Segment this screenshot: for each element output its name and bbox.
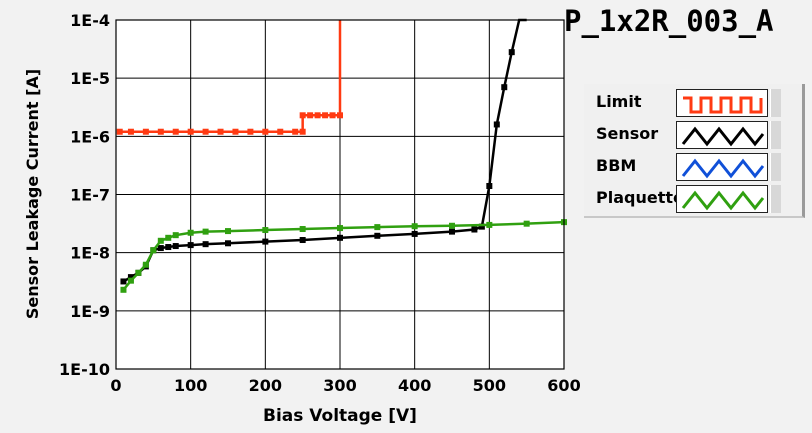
plaquette-data-point — [202, 228, 209, 235]
chart-title: P_1x2R_003_A — [564, 4, 774, 38]
sensor-data-point — [486, 183, 493, 190]
plaquette-data-point — [150, 247, 157, 254]
y-tick-label: 1E-6 — [70, 127, 110, 146]
limit-data-point — [217, 128, 224, 135]
limit-data-point — [299, 112, 306, 119]
sensor-data-point — [187, 242, 194, 249]
plaquette-data-point — [172, 232, 179, 239]
bbm-line-swatch[interactable] — [676, 153, 768, 181]
limit-data-point — [127, 128, 134, 135]
plaquette-data-point — [142, 261, 149, 268]
y-tick-label: 1E-8 — [70, 244, 110, 263]
plaquette-line-swatch[interactable] — [676, 185, 768, 213]
sensor-data-point — [337, 234, 343, 241]
x-tick-label: 600 — [547, 376, 580, 395]
plaquette-data-point — [486, 221, 493, 228]
limit-data-point — [307, 112, 314, 119]
plaquette-data-point — [120, 286, 127, 293]
sensor-data-point — [411, 230, 418, 237]
sensor-data-point — [172, 243, 179, 250]
x-tick-label: 200 — [249, 376, 282, 395]
sensor-data-point — [493, 121, 500, 128]
legend-item-plaquette[interactable]: Plaquette — [584, 184, 794, 214]
x-tick-label: 0 — [110, 376, 121, 395]
limit-line-swatch[interactable] — [676, 89, 768, 117]
limit-data-point — [299, 128, 306, 135]
sensor-data-point — [165, 244, 172, 251]
legend-scroll-button[interactable] — [770, 121, 781, 149]
plaquette-data-point — [187, 229, 194, 236]
plaquette-data-point — [337, 225, 343, 232]
plaquette-data-point — [449, 222, 455, 229]
sensor-data-point — [202, 241, 209, 248]
legend-label: BBM — [596, 156, 637, 175]
plaquette-data-point — [262, 227, 269, 234]
sensor-data-point — [449, 228, 455, 235]
legend-label: Limit — [596, 92, 642, 111]
plaquette-data-point — [225, 228, 231, 235]
limit-data-point — [142, 128, 149, 135]
y-tick-label: 1E-9 — [70, 302, 110, 321]
limit-data-point — [187, 128, 194, 135]
sensor-data-point — [471, 226, 478, 233]
y-axis-label: Sensor Leakage Current [A] — [23, 69, 42, 319]
limit-data-point — [172, 128, 179, 135]
legend-item-sensor[interactable]: Sensor — [584, 120, 794, 150]
limit-data-point — [337, 112, 343, 119]
sensor-data-point — [501, 84, 508, 91]
limit-data-point — [247, 128, 254, 135]
x-tick-label: 100 — [174, 376, 207, 395]
limit-data-point — [232, 128, 239, 135]
limit-data-point — [329, 112, 336, 119]
limit-data-point — [277, 128, 284, 135]
sensor-data-point — [478, 223, 485, 230]
sensor-data-point — [120, 278, 127, 285]
y-tick-label: 1E-4 — [70, 11, 110, 30]
x-tick-label: 300 — [323, 376, 356, 395]
plot-frame — [115, 19, 565, 370]
x-tick-label: 400 — [398, 376, 431, 395]
legend-item-bbm[interactable]: BBM — [584, 152, 794, 182]
sensor-data-point — [262, 238, 269, 245]
y-tick-label: 1E-5 — [70, 69, 110, 88]
legend-item-limit[interactable]: Limit — [584, 88, 794, 118]
legend: Limit Sensor BBM Plaquette — [584, 84, 805, 218]
plaquette-data-point — [411, 223, 418, 230]
limit-data-point — [157, 128, 164, 135]
x-axis-label: Bias Voltage [V] — [263, 406, 417, 426]
plaquette-data-point — [135, 269, 142, 276]
limit-data-point — [262, 128, 269, 135]
series-layer — [116, 18, 567, 293]
legend-label: Plaquette — [596, 188, 684, 207]
x-tick-label: 500 — [473, 376, 506, 395]
y-tick-label: 1E-10 — [59, 360, 110, 379]
plaquette-data-point — [127, 277, 134, 284]
sensor-data-point — [299, 237, 306, 244]
sensor-data-point — [374, 232, 381, 239]
sensor-line-swatch[interactable] — [676, 121, 768, 149]
limit-data-point — [322, 112, 329, 119]
legend-label: Sensor — [596, 124, 659, 143]
legend-scroll-button[interactable] — [770, 89, 781, 117]
limit-data-point — [314, 112, 321, 119]
sensor-data-point — [127, 274, 134, 281]
limit-data-point — [116, 128, 123, 135]
legend-scroll-button[interactable] — [770, 153, 781, 181]
plaquette-data-point — [157, 237, 164, 244]
legend-scroll-button[interactable] — [770, 185, 781, 213]
plaquette-data-point — [523, 220, 530, 227]
sensor-data-point — [225, 240, 231, 247]
y-tick-label: 1E-7 — [70, 186, 110, 205]
plaquette-data-point — [299, 226, 306, 233]
limit-data-point — [292, 128, 299, 135]
tick-labels: 0 100 200 300 400 500 600 1E-10 1E-9 1E-8 1E-7 1E-6… — [59, 11, 581, 395]
plaquette-data-point — [165, 234, 172, 241]
sensor-data-point — [157, 245, 164, 252]
plaquette-data-point — [374, 224, 381, 231]
limit-data-point — [202, 128, 209, 135]
sensor-data-point — [508, 49, 515, 56]
